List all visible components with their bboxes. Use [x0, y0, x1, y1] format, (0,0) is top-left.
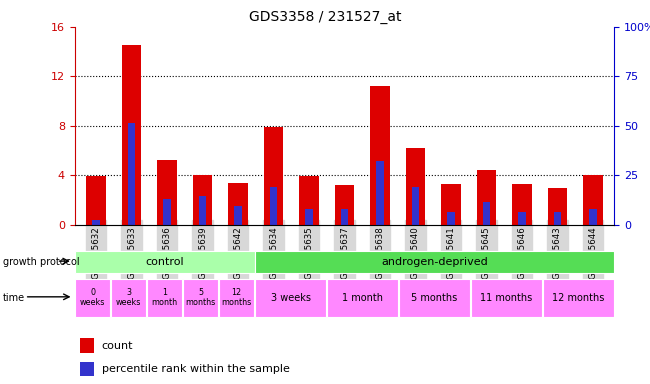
Text: 5 months: 5 months [411, 293, 458, 303]
FancyBboxPatch shape [111, 279, 146, 316]
Text: 1
month: 1 month [151, 288, 177, 307]
Text: 12
months: 12 months [222, 288, 252, 307]
Bar [512, 184, 532, 225]
FancyBboxPatch shape [183, 279, 218, 316]
Bar [127, 123, 135, 225]
Text: 3 weeks: 3 weeks [270, 293, 311, 303]
Text: 12 months: 12 months [552, 293, 605, 303]
Bar [86, 176, 106, 225]
Text: control: control [146, 257, 184, 267]
Text: 5
months: 5 months [185, 288, 216, 307]
Bar [441, 184, 461, 225]
FancyBboxPatch shape [399, 279, 470, 316]
Bar [411, 187, 419, 225]
Bar [583, 175, 603, 225]
FancyBboxPatch shape [543, 279, 614, 316]
Bar [163, 199, 171, 225]
Text: androgen-deprived: androgen-deprived [381, 257, 488, 267]
Text: count: count [101, 341, 133, 351]
Bar [406, 148, 425, 225]
Bar [335, 185, 354, 225]
Bar [518, 212, 526, 225]
FancyBboxPatch shape [75, 279, 110, 316]
FancyBboxPatch shape [255, 279, 326, 316]
FancyBboxPatch shape [219, 279, 254, 316]
Bar [157, 161, 177, 225]
Bar [554, 212, 562, 225]
Bar [228, 183, 248, 225]
Bar [234, 206, 242, 225]
Bar [299, 176, 318, 225]
Bar [264, 127, 283, 225]
Text: 11 months: 11 months [480, 293, 532, 303]
FancyBboxPatch shape [148, 279, 182, 316]
Bar [476, 170, 496, 225]
Bar [589, 209, 597, 225]
Bar [482, 202, 490, 225]
Text: GDS3358 / 231527_at: GDS3358 / 231527_at [249, 10, 401, 23]
FancyBboxPatch shape [75, 251, 255, 273]
Bar [305, 209, 313, 225]
Bar [548, 187, 567, 225]
Bar [341, 209, 348, 225]
Bar [270, 187, 278, 225]
Bar [193, 175, 213, 225]
Bar [199, 196, 207, 225]
Text: 3
weeks: 3 weeks [116, 288, 142, 307]
Text: 0
weeks: 0 weeks [80, 288, 105, 307]
Bar [92, 220, 100, 225]
Text: time: time [3, 293, 25, 303]
Text: percentile rank within the sample: percentile rank within the sample [101, 364, 290, 374]
Bar [122, 45, 141, 225]
FancyBboxPatch shape [471, 279, 541, 316]
FancyBboxPatch shape [327, 279, 398, 316]
Text: growth protocol: growth protocol [3, 257, 80, 267]
Bar [80, 338, 94, 353]
Text: 1 month: 1 month [342, 293, 383, 303]
FancyBboxPatch shape [255, 251, 614, 273]
Bar [80, 362, 94, 376]
Bar [447, 212, 455, 225]
Bar [376, 161, 384, 225]
Bar [370, 86, 390, 225]
